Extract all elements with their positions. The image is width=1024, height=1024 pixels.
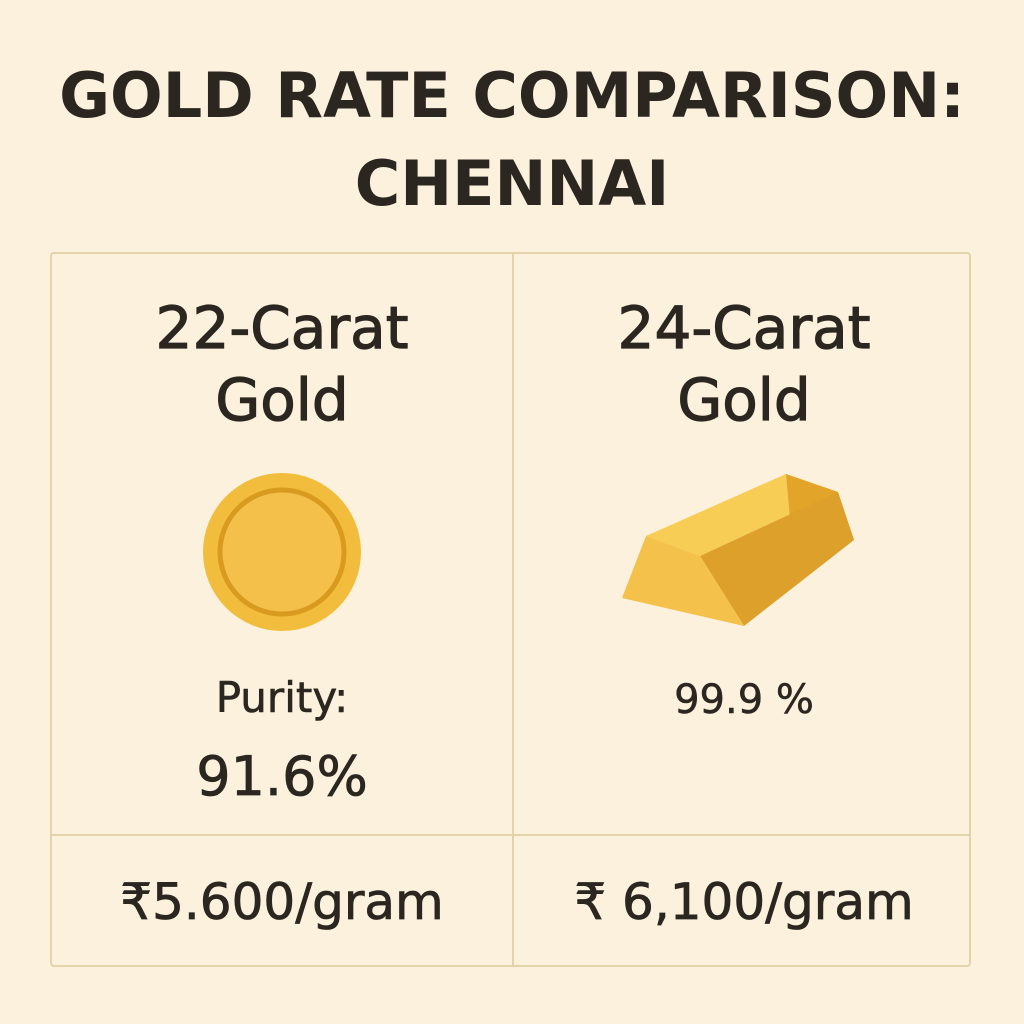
heading-line-1: 24-Carat (617, 293, 871, 362)
purity-value: 91.6% (196, 745, 368, 808)
purity-label: Purity: (215, 673, 349, 723)
price-22-carat: ₹5.600/gram (120, 872, 444, 931)
column-22-carat: 22-Carat Gold Purity: 91.6% (52, 254, 512, 834)
purity-value: 99.9 % (674, 677, 814, 724)
gold-bar-icon (620, 470, 860, 644)
column-heading-22-carat: 22-Carat Gold (52, 292, 512, 436)
column-heading-24-carat: 24-Carat Gold (514, 292, 974, 436)
heading-line-1: 22-Carat (155, 293, 409, 362)
column-divider (512, 254, 514, 965)
title-line-2: CHENNAI (354, 147, 670, 220)
column-24-carat: 24-Carat Gold 99.9 % (514, 254, 974, 834)
gold-coin-icon (202, 472, 362, 636)
row-divider (52, 834, 969, 836)
title-line-1: GOLD RATE COMPARISON: (59, 59, 965, 132)
comparison-table: 22-Carat Gold Purity: 91.6% 24-Carat Gol… (50, 252, 971, 967)
page-title: GOLD RATE COMPARISON: CHENNAI (0, 52, 1024, 228)
price-24-carat: ₹ 6,100/gram (574, 872, 914, 931)
heading-line-2: Gold (215, 365, 350, 434)
heading-line-2: Gold (677, 365, 812, 434)
